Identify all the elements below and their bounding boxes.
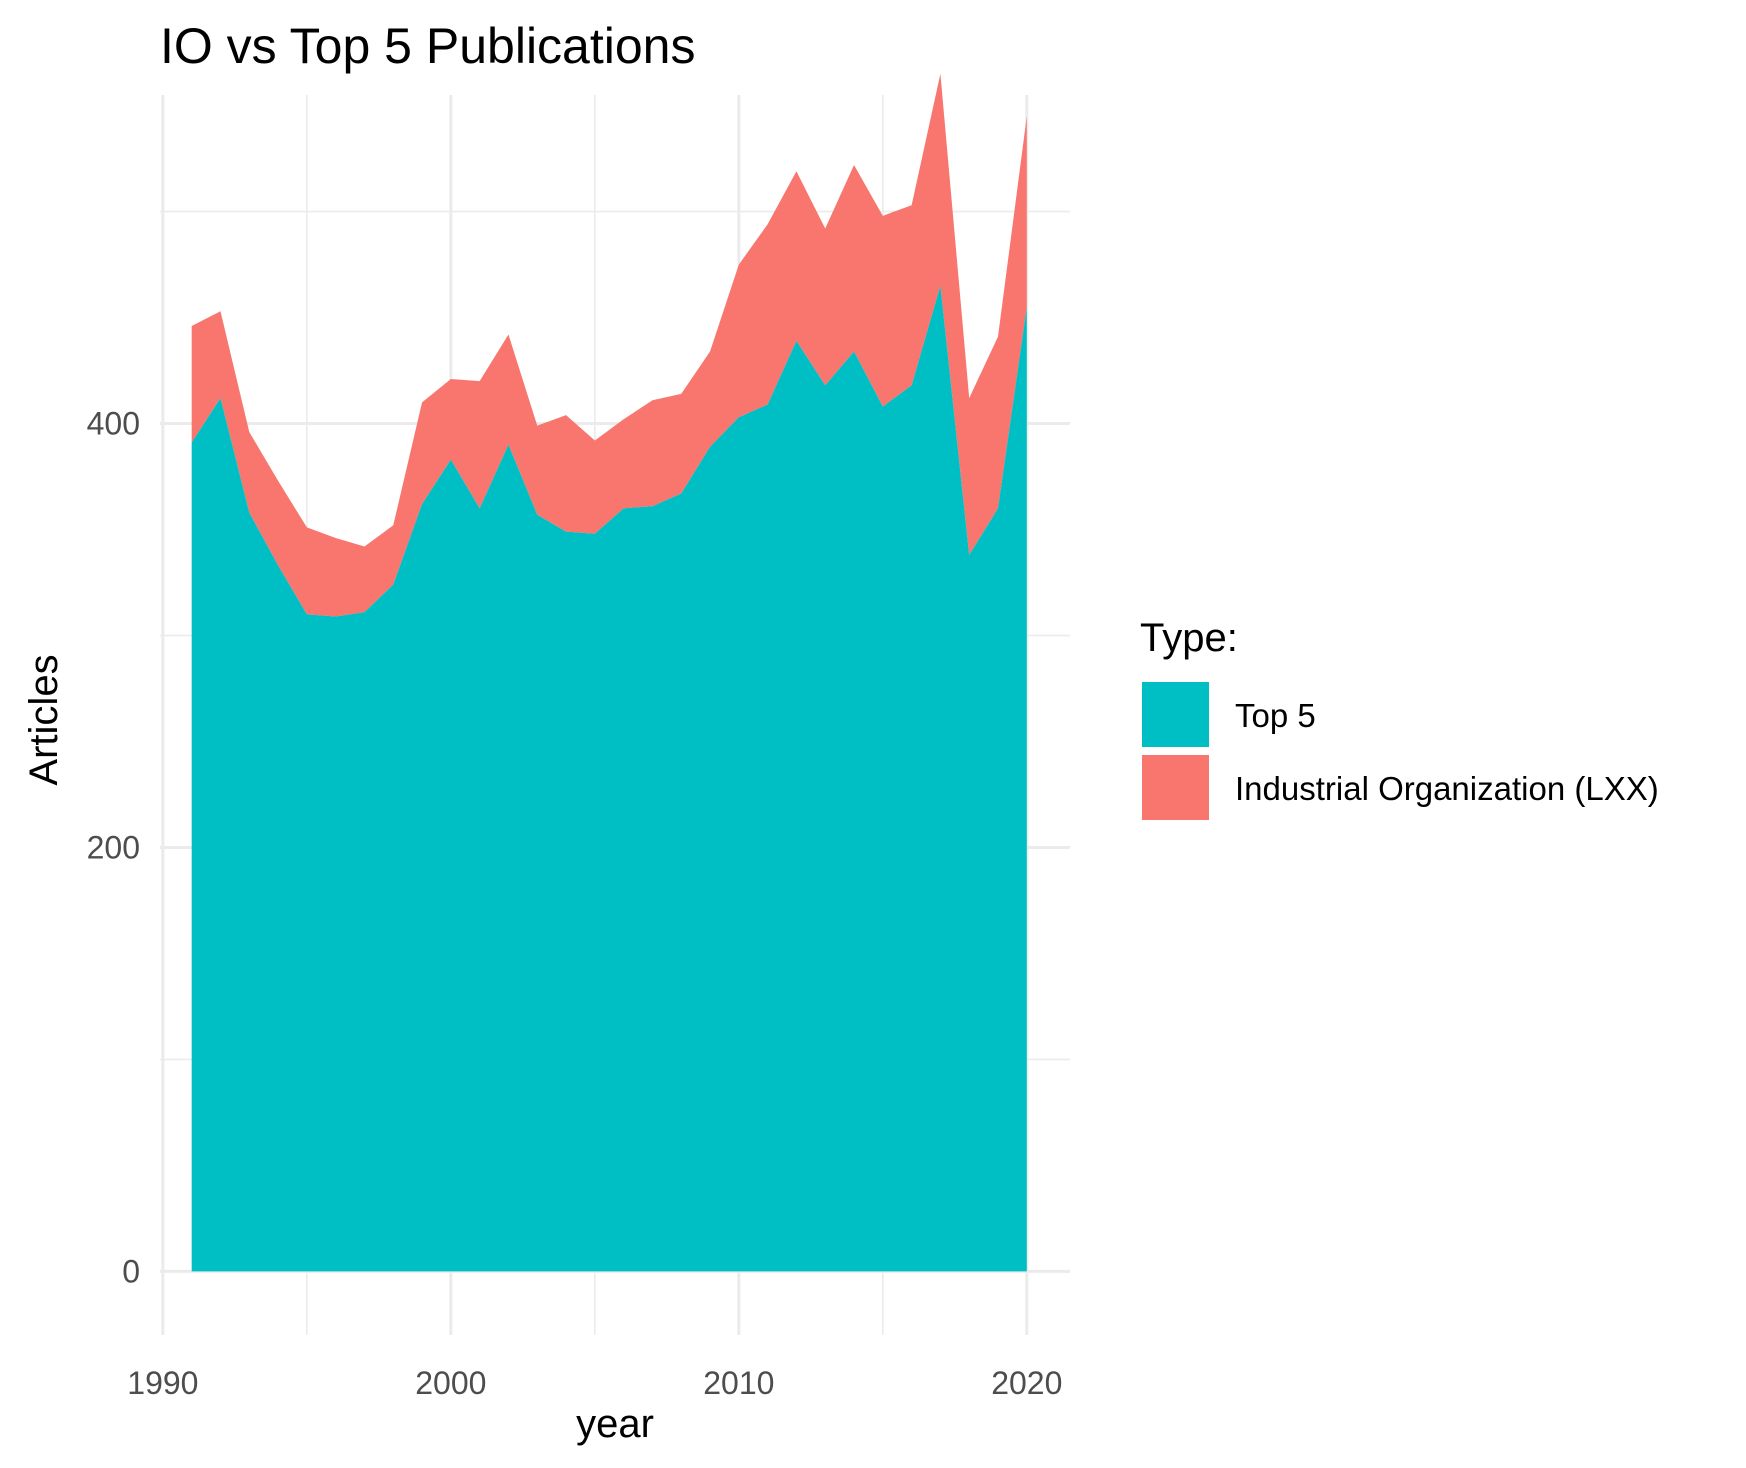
plot-area — [191, 73, 1027, 1272]
legend: Type: Top 5 Industrial Organization (LXX… — [1140, 616, 1659, 820]
area-series-top-5 — [191, 285, 1027, 1272]
y-tick-label: 0 — [122, 1253, 140, 1289]
y-axis-ticks: 0 200 400 — [87, 406, 140, 1290]
x-tick-label: 2020 — [991, 1365, 1062, 1401]
x-tick-label: 1990 — [127, 1365, 198, 1401]
x-axis-title: year — [576, 1402, 654, 1446]
y-tick-label: 400 — [87, 406, 140, 442]
x-axis-ticks: 1990 2000 2010 2020 — [127, 1365, 1062, 1401]
legend-label-top-5: Top 5 — [1235, 697, 1316, 734]
legend-swatch-top-5 — [1142, 682, 1209, 747]
x-tick-label: 2000 — [415, 1365, 486, 1401]
legend-swatch-industrial-organization — [1142, 755, 1209, 820]
x-tick-label: 2010 — [703, 1365, 774, 1401]
area-series-industrial-organization-lxx — [191, 73, 1027, 617]
y-axis-title: Articles — [22, 654, 66, 785]
chart-title: IO vs Top 5 Publications — [160, 18, 695, 74]
legend-title: Type: — [1140, 616, 1238, 660]
legend-label-industrial-organization: Industrial Organization (LXX) — [1235, 770, 1659, 807]
y-tick-label: 200 — [87, 829, 140, 865]
